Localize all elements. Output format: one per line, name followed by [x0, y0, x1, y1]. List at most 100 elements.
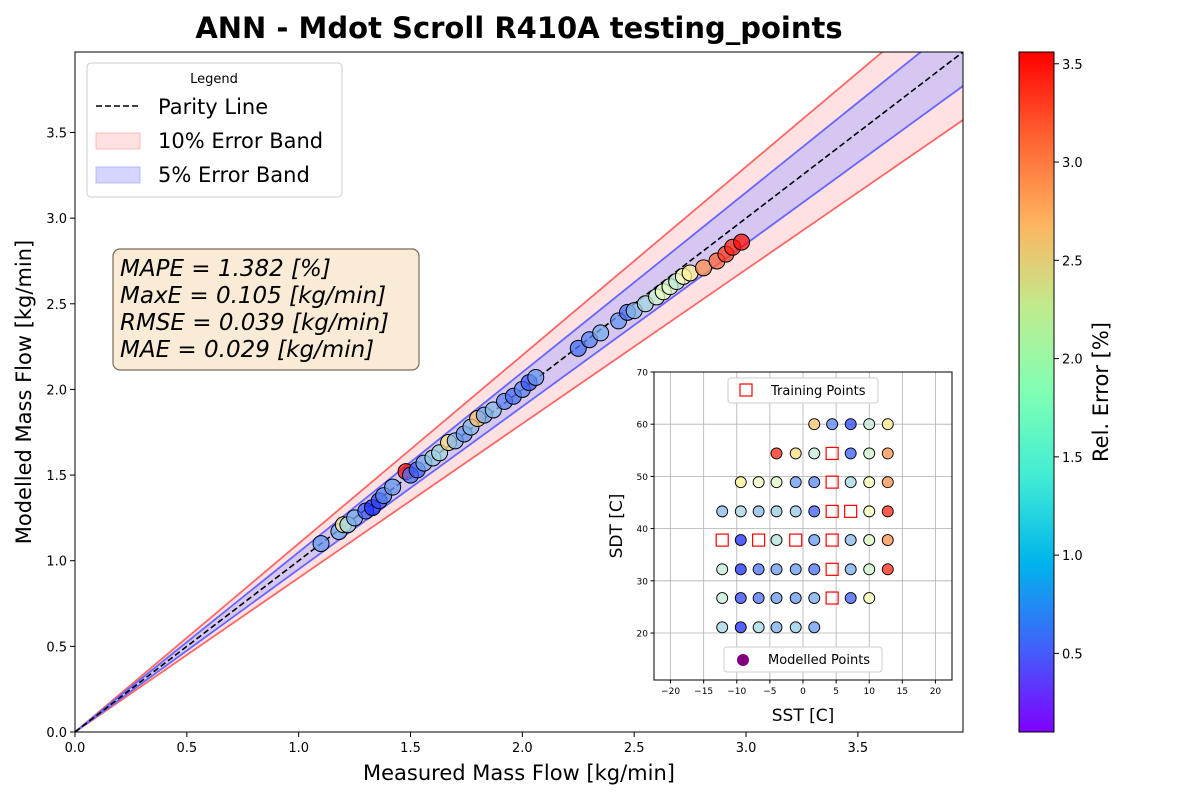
x-tick-label: 0.5	[176, 741, 197, 756]
inset-legend-training-box	[727, 377, 879, 404]
inset-x-tick-label: 20	[930, 687, 942, 697]
inset-modelled-point	[808, 505, 821, 518]
legend-entry-band10: 10% Error Band	[158, 129, 323, 153]
x-tick-label: 2.0	[512, 741, 533, 756]
inset-modelled-point	[752, 563, 765, 576]
x-tick-label: 1.5	[400, 741, 421, 756]
x-tick-label: 3.0	[736, 741, 757, 756]
inset-modelled-point	[770, 534, 783, 547]
inset-training-points-group	[715, 446, 858, 605]
inset-modelled-point	[789, 476, 802, 489]
inset-modelled-point	[716, 505, 729, 518]
inset-modelled-points-group	[716, 418, 894, 634]
inset-modelled-point	[770, 505, 783, 518]
colorbar-ticks: 0.5 1.0 1.5 2.0 2.5 3.0 3.5	[1054, 58, 1083, 662]
inset-modelled-point	[844, 563, 857, 576]
inset-modelled-point	[863, 476, 876, 489]
inset-training-point	[825, 475, 839, 489]
data-point	[527, 368, 545, 386]
inset-modelled-point	[734, 505, 747, 518]
error-band-10-upper-edge	[75, 52, 884, 732]
inset-modelled-point	[808, 621, 821, 634]
inset-modelled-point	[752, 476, 765, 489]
data-point	[384, 478, 402, 496]
error-band-5-lower-edge	[75, 85, 963, 732]
inset-modelled-point	[752, 505, 765, 518]
inset-legend-training-swatch	[739, 383, 753, 397]
inset-training-point	[825, 533, 839, 547]
stats-mae: MAE = 0.029 [kg/min]	[120, 337, 374, 363]
inset-modelled-point	[789, 621, 802, 634]
inset-grid	[654, 371, 952, 680]
colorbar-tick-label: 1.5	[1062, 451, 1083, 466]
inset-x-tick-label: −15	[694, 687, 713, 697]
inset-training-point	[789, 533, 803, 547]
x-axis-label: Measured Mass Flow [kg/min]	[363, 761, 675, 785]
inset-training-point	[715, 533, 729, 547]
inset-modelled-point	[844, 592, 857, 604]
inset-modelled-point	[808, 534, 821, 547]
inset-modelled-point	[863, 447, 876, 460]
inset-y-tick-label: 50	[637, 473, 649, 483]
y-tick-label: 3.0	[46, 212, 67, 227]
legend-entry-band5: 5% Error Band	[158, 163, 310, 187]
x-tick-label: 3.5	[848, 741, 869, 756]
inset-legend-modelled-box	[723, 646, 883, 673]
inset-legend-training: Training Points	[727, 377, 879, 404]
y-tick-label: 2.5	[46, 298, 67, 313]
inset-modelled-point	[734, 563, 747, 576]
main-x-ticks: 0.0 0.5 1.0 1.5 2.0 2.5 3.0 3.5	[65, 732, 869, 756]
y-tick-label: 0.5	[46, 640, 67, 655]
y-tick-label: 1.0	[46, 555, 67, 570]
legend-box	[86, 62, 343, 198]
inset-modelled-point	[716, 621, 729, 634]
y-tick-label: 2.0	[46, 383, 67, 398]
inset-modelled-point	[770, 447, 783, 460]
colorbar-tick-label: 2.0	[1062, 353, 1083, 368]
inset-x-tick-label: −20	[661, 687, 680, 697]
inset-y-tick-label: 40	[637, 525, 649, 535]
inset-modelled-point	[734, 592, 747, 604]
inset-legend-modelled: Modelled Points	[723, 646, 883, 673]
inset-modelled-point	[734, 621, 747, 634]
inset-modelled-point	[844, 418, 857, 431]
inset-modelled-point	[789, 505, 802, 518]
inset-modelled-point	[863, 418, 876, 431]
inset-x-tick-label: 0	[800, 687, 806, 697]
stats-box-frame	[112, 248, 420, 371]
inset-y-tick-label: 20	[637, 630, 649, 640]
inset-modelled-point	[808, 563, 821, 576]
inset-y-ticks: 20 30 40 50 60 70	[637, 369, 654, 640]
inset-legend-training-label: Training Points	[770, 384, 866, 399]
inset-modelled-point	[808, 476, 821, 489]
inset-x-tick-label: −10	[727, 687, 746, 697]
colorbar-tick-label: 3.5	[1062, 58, 1083, 73]
inset-modelled-point	[734, 476, 747, 489]
x-tick-label: 1.0	[288, 741, 309, 756]
chart-title: ANN - Mdot Scroll R410A testing_points	[195, 11, 842, 45]
inset-legend-modelled-swatch	[737, 654, 749, 666]
inset-x-axis-label: SST [C]	[772, 706, 835, 726]
legend-band5-swatch	[95, 166, 141, 184]
inset-modelled-point	[881, 563, 894, 576]
legend-title: Legend	[190, 72, 238, 87]
x-tick-label: 0.0	[65, 741, 86, 756]
x-tick-label: 2.5	[624, 741, 645, 756]
inset-training-point	[825, 504, 839, 518]
inset-modelled-point	[770, 621, 783, 634]
y-axis-label: Modelled Mass Flow [kg/min]	[12, 240, 36, 545]
data-point	[733, 233, 751, 251]
y-tick-label: 0.0	[46, 726, 67, 741]
inset-modelled-point	[844, 476, 857, 489]
inset-modelled-point	[770, 476, 783, 489]
colorbar-tick-label: 3.0	[1062, 156, 1083, 171]
inset-modelled-point	[844, 534, 857, 547]
inset-modelled-point	[826, 418, 839, 431]
inset-x-tick-label: 5	[833, 687, 839, 697]
inset-x-ticks: −20 −15 −10 −5 0 5 10 15 20	[661, 680, 941, 697]
inset-x-tick-label: −5	[763, 687, 776, 697]
inset-training-point	[844, 504, 858, 518]
inset-modelled-point	[844, 447, 857, 460]
error-band-5-upper-edge	[75, 52, 923, 732]
